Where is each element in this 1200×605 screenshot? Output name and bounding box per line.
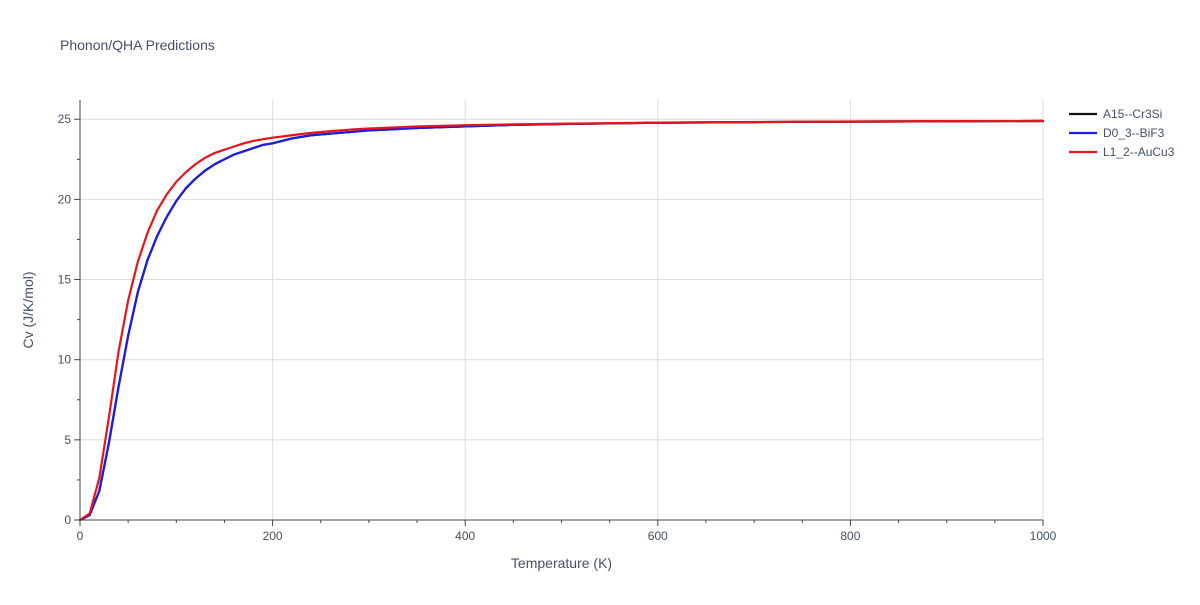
y-tick-label: 5 xyxy=(64,433,71,447)
legend-label: A15--Cr3Si xyxy=(1103,107,1162,121)
axis-layer xyxy=(79,100,1043,521)
legend-item[interactable]: D0_3--BiF3 xyxy=(1069,126,1165,140)
legend[interactable]: A15--Cr3Si D0_3--BiF3 L1_2--AuCu3 xyxy=(1069,107,1175,159)
x-tick-label: 600 xyxy=(648,529,668,543)
legend-item[interactable]: L1_2--AuCu3 xyxy=(1069,145,1175,159)
legend-label: L1_2--AuCu3 xyxy=(1103,145,1175,159)
y-tick-label: 25 xyxy=(58,112,72,126)
series-line-d0-3-bif3 xyxy=(78,119,1045,522)
y-tick-label: 20 xyxy=(58,192,72,206)
series-line-a15-cr3si xyxy=(78,119,1045,522)
legend-label: D0_3--BiF3 xyxy=(1103,126,1165,140)
x-tick-label: 800 xyxy=(840,529,860,543)
x-tick-label: 200 xyxy=(263,529,283,543)
y-tick-label: 10 xyxy=(58,353,72,367)
x-tick-label: 0 xyxy=(77,529,84,543)
legend-item[interactable]: A15--Cr3Si xyxy=(1069,107,1162,121)
series-layer xyxy=(78,119,1045,522)
grid-layer xyxy=(80,100,1044,520)
y-tick-label: 0 xyxy=(64,513,71,527)
chart-title: Phonon/QHA Predictions xyxy=(60,37,215,53)
x-tick-label: 400 xyxy=(455,529,475,543)
tick-layer: 0 200 400 600 800 1000 0 5 10 15 20 25 xyxy=(58,112,1057,543)
y-axis-title: Cv (J/K/mol) xyxy=(20,272,36,349)
x-axis-title: Temperature (K) xyxy=(511,555,612,571)
series-line-l1-2-aucu3 xyxy=(78,119,1045,522)
y-tick-label: 15 xyxy=(58,273,72,287)
x-tick-label: 1000 xyxy=(1030,529,1057,543)
